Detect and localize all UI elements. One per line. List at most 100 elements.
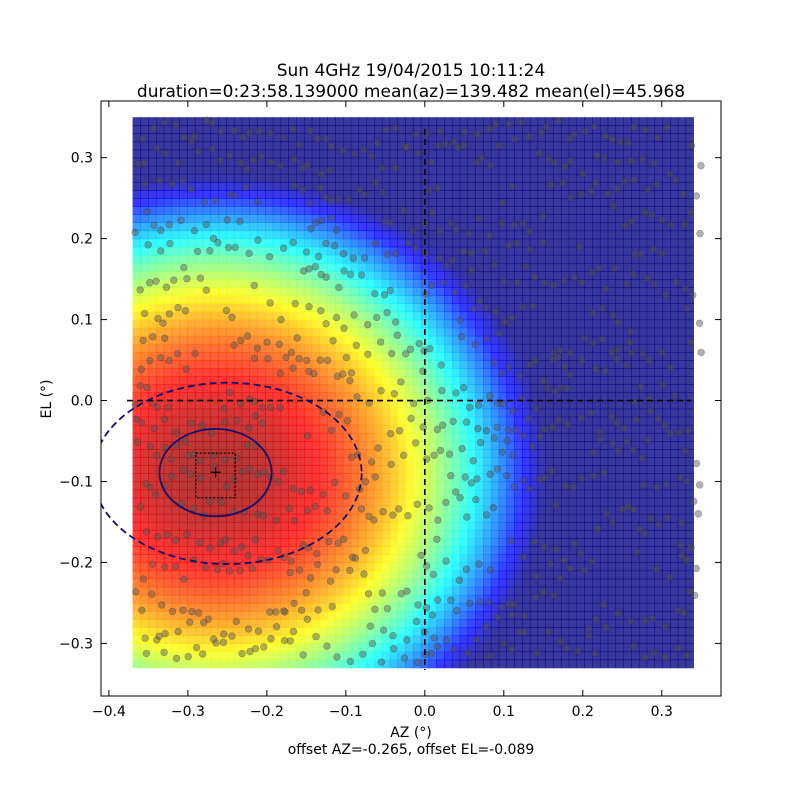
heatmap-cell xyxy=(592,287,601,296)
heatmap-cell xyxy=(397,287,406,296)
heatmap-cell xyxy=(389,424,398,434)
heatmap-cell xyxy=(662,521,671,531)
heatmap-cell xyxy=(265,214,274,224)
heatmap-cell xyxy=(412,489,422,499)
heatmap-cell xyxy=(646,578,656,588)
heatmap-cell xyxy=(592,562,601,572)
heatmap-cell xyxy=(210,400,219,410)
heatmap-cell xyxy=(584,538,593,547)
heatmap-cell xyxy=(592,643,601,653)
heatmap-cell xyxy=(218,465,227,474)
heatmap-cell xyxy=(335,327,344,337)
heatmap-cell xyxy=(194,441,204,450)
heatmap-cell xyxy=(537,465,546,474)
heatmap-cell xyxy=(381,343,391,353)
heatmap-cell xyxy=(381,432,391,442)
heatmap-cell xyxy=(669,133,679,143)
heatmap-cell xyxy=(171,416,180,426)
heatmap-cell xyxy=(646,319,656,329)
heatmap-cell xyxy=(669,651,679,661)
heatmap-cell xyxy=(490,262,500,272)
heatmap-cell xyxy=(358,214,367,224)
heatmap-cell xyxy=(288,246,297,256)
heatmap-cell xyxy=(599,335,609,345)
heatmap-cell xyxy=(179,538,188,547)
heatmap-cell xyxy=(444,262,453,272)
heatmap-cell xyxy=(342,295,352,304)
heatmap-cell xyxy=(233,578,243,588)
heatmap-cell xyxy=(194,408,204,418)
heatmap-cell xyxy=(374,578,383,588)
heatmap-cell xyxy=(412,246,422,256)
heatmap-cell xyxy=(374,351,383,361)
heatmap-cell xyxy=(241,214,251,224)
heatmap-cell xyxy=(327,117,336,126)
heatmap-cell xyxy=(553,230,562,240)
heatmap-cell xyxy=(350,198,360,207)
heatmap-cell xyxy=(210,271,219,280)
heatmap-cell xyxy=(506,546,515,555)
heatmap-cell xyxy=(288,619,297,628)
heatmap-cell xyxy=(280,473,289,483)
heatmap-cell xyxy=(265,538,274,547)
heatmap-cell xyxy=(327,465,336,474)
heatmap-cell xyxy=(155,586,165,596)
heatmap-cell xyxy=(490,594,500,604)
heatmap-cell xyxy=(374,530,383,539)
heatmap-cell xyxy=(428,133,437,143)
heatmap-cell xyxy=(280,230,289,240)
heatmap-cell xyxy=(467,254,476,264)
heatmap-cell xyxy=(296,376,305,385)
heatmap-cell xyxy=(233,651,243,661)
heatmap-cell xyxy=(631,327,640,337)
heatmap-cell xyxy=(592,335,601,345)
heatmap-cell xyxy=(288,335,297,345)
heatmap-cell xyxy=(194,602,204,612)
heatmap-cell xyxy=(233,570,243,580)
heatmap-cell xyxy=(498,214,508,224)
heatmap-cell xyxy=(599,238,609,248)
heatmap-cell xyxy=(148,351,157,361)
heatmap-cell xyxy=(296,125,305,134)
heatmap-cell xyxy=(397,125,406,134)
heatmap-cell xyxy=(615,408,624,418)
heatmap-cell xyxy=(233,214,243,224)
heatmap-cell xyxy=(226,602,235,612)
heatmap-cell xyxy=(654,619,663,628)
heatmap-cell xyxy=(202,481,212,491)
heatmap-cell xyxy=(522,432,531,442)
heatmap-cell xyxy=(576,538,585,547)
heatmap-cell xyxy=(132,594,141,604)
heatmap-cell xyxy=(584,295,593,304)
heatmap-cell xyxy=(436,368,445,377)
heatmap-cell xyxy=(140,157,149,167)
heatmap-cell xyxy=(202,327,212,337)
heatmap-cell xyxy=(483,149,492,159)
heatmap-cell xyxy=(265,586,274,596)
heatmap-cell xyxy=(631,530,640,539)
heatmap-cell xyxy=(389,643,398,653)
heatmap-cell xyxy=(685,198,694,207)
heatmap-cell xyxy=(615,262,624,272)
heatmap-cell xyxy=(522,165,531,175)
heatmap-cell xyxy=(327,262,336,272)
heatmap-cell xyxy=(522,441,531,450)
heatmap-cell xyxy=(607,546,617,555)
heatmap-cell xyxy=(405,303,414,313)
heatmap-cell xyxy=(459,627,469,636)
heatmap-cell xyxy=(654,473,663,483)
heatmap-cell xyxy=(272,351,282,361)
heatmap-cell xyxy=(210,384,219,394)
heatmap-cell xyxy=(233,562,243,572)
heatmap-cell xyxy=(405,408,414,418)
heatmap-cell xyxy=(459,424,469,434)
heatmap-cell xyxy=(638,351,648,361)
heatmap-cell xyxy=(490,384,500,394)
heatmap-cell xyxy=(296,360,305,369)
heatmap-cell xyxy=(202,254,212,264)
heatmap-cell xyxy=(374,335,383,345)
heatmap-cell xyxy=(187,643,196,653)
heatmap-cell xyxy=(498,165,508,175)
heatmap-cell xyxy=(342,586,352,596)
heatmap-cell xyxy=(140,222,149,232)
